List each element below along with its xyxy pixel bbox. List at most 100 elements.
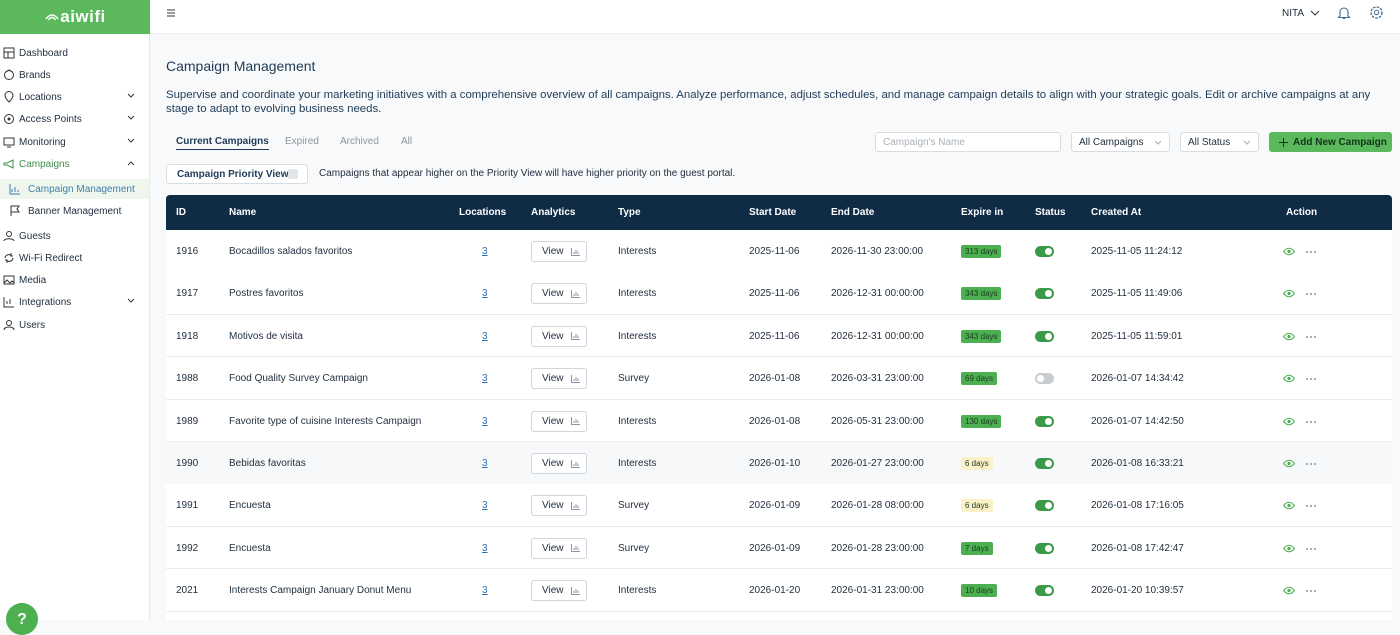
expire-badge: 7 days <box>961 541 993 555</box>
nav-item[interactable]: Brands <box>0 65 149 85</box>
more-actions[interactable] <box>1305 292 1317 296</box>
help-button[interactable]: ? <box>6 603 38 635</box>
more-actions[interactable] <box>1305 250 1317 254</box>
nav-label: Brands <box>19 69 51 81</box>
tab[interactable]: Current Campaigns <box>176 136 269 150</box>
add-campaign-button[interactable]: Add New Campaign <box>1269 132 1392 152</box>
view-icon[interactable] <box>1283 417 1295 426</box>
priority-note: Campaigns that appear higher on the Prio… <box>319 168 736 179</box>
view-icon[interactable] <box>1283 459 1295 468</box>
status-toggle[interactable] <box>1035 330 1054 342</box>
chart-icon <box>570 459 580 468</box>
analytics-label: View <box>542 458 564 469</box>
nav-item[interactable]: Banner Management <box>0 201 149 221</box>
more-actions[interactable] <box>1305 420 1317 424</box>
logo[interactable]: aiwifi <box>0 0 150 34</box>
status-select[interactable]: All Status <box>1180 132 1259 152</box>
analytics-button[interactable]: View <box>531 495 587 517</box>
logo-icon <box>45 14 59 21</box>
analytics-button[interactable]: View <box>531 453 587 474</box>
campaign-table: ID Name Locations Analytics Type Start Date En… <box>166 195 1392 620</box>
locations-link[interactable]: 3 <box>482 330 488 342</box>
status-toggle[interactable] <box>1035 288 1054 300</box>
more-actions[interactable] <box>1305 589 1317 593</box>
campaign-id: 2021 <box>176 585 199 597</box>
locations-link[interactable]: 3 <box>482 415 488 427</box>
toggle-knob <box>1045 587 1052 595</box>
locations-link[interactable]: 3 <box>482 542 488 554</box>
nav-item[interactable]: Monitoring <box>0 132 149 152</box>
analytics-button[interactable]: View <box>531 325 587 347</box>
analytics-label: View <box>542 373 564 385</box>
search-input[interactable]: Campaign's Name <box>875 132 1061 152</box>
column-header: Type <box>618 207 641 218</box>
status-toggle[interactable] <box>1035 373 1054 385</box>
nav-item[interactable]: Dashboard <box>0 43 149 63</box>
analytics-button[interactable]: View <box>531 410 587 432</box>
nav-label: Integrations <box>19 296 72 308</box>
more-actions[interactable] <box>1305 504 1317 508</box>
status-toggle[interactable] <box>1035 246 1054 257</box>
locations-link[interactable]: 3 <box>482 373 488 385</box>
status-toggle[interactable] <box>1035 458 1054 469</box>
status-toggle[interactable] <box>1035 585 1054 597</box>
status-toggle[interactable] <box>1035 500 1054 512</box>
view-icon[interactable] <box>1283 332 1295 341</box>
status-select-value: All Status <box>1188 136 1231 148</box>
more-actions[interactable] <box>1305 462 1317 466</box>
campaign-id: 1917 <box>176 288 199 300</box>
nav-item[interactable]: Wi-Fi Redirect <box>0 248 149 268</box>
tab[interactable]: Archived <box>340 136 379 147</box>
table-row: 1916 Bocadillos salados favoritos 3 View Int… <box>166 230 1392 273</box>
more-actions[interactable] <box>1305 335 1317 339</box>
locations-link[interactable]: 3 <box>482 585 488 597</box>
nav-item[interactable]: Locations <box>0 87 149 107</box>
analytics-button[interactable]: View <box>531 537 587 559</box>
analytics-label: View <box>542 246 564 257</box>
tab[interactable]: Expired <box>285 136 319 147</box>
toggle-knob <box>1045 417 1052 425</box>
menu-toggle[interactable] <box>166 8 176 18</box>
priority-view-button[interactable]: Campaign Priority View <box>166 164 308 184</box>
analytics-button[interactable]: View <box>531 241 587 262</box>
analytics-button[interactable]: View <box>531 580 587 602</box>
table-row: 1918 Motivos de visita 3 View Interests 2025-… <box>166 314 1392 358</box>
tab[interactable]: All <box>401 136 413 147</box>
settings[interactable] <box>1369 5 1384 20</box>
more-actions[interactable] <box>1305 377 1317 381</box>
campaign-type: Interests <box>618 415 657 427</box>
nav-label: Wi-Fi Redirect <box>19 252 83 264</box>
nav-item[interactable]: Integrations <box>0 292 149 312</box>
nav-item[interactable]: Campaign Management <box>0 179 149 199</box>
view-icon[interactable] <box>1283 586 1295 595</box>
view-icon[interactable] <box>1283 501 1295 510</box>
priority-checkbox[interactable] <box>288 169 298 179</box>
nav-item[interactable]: Campaigns <box>0 154 149 174</box>
campaign-name: Food Quality Survey Campaign <box>229 373 368 385</box>
analytics-label: View <box>542 500 564 512</box>
start-date: 2025-11-06 <box>749 330 800 342</box>
notifications[interactable] <box>1337 5 1351 20</box>
status-toggle[interactable] <box>1035 415 1054 427</box>
more-actions[interactable] <box>1305 547 1317 551</box>
chart-icon <box>570 586 580 595</box>
locations-link[interactable]: 3 <box>482 500 488 512</box>
view-icon[interactable] <box>1283 289 1295 298</box>
view-icon[interactable] <box>1283 544 1295 553</box>
user-chevron[interactable] <box>1310 9 1320 17</box>
expire-badge: 130 days <box>961 414 1002 428</box>
campaign-select[interactable]: All Campaigns <box>1071 132 1170 152</box>
locations-link[interactable]: 3 <box>482 288 488 300</box>
nav-item[interactable]: Guests <box>0 226 149 246</box>
locations-link[interactable]: 3 <box>482 458 488 469</box>
nav-item[interactable]: Access Points <box>0 109 149 129</box>
analytics-button[interactable]: View <box>531 283 587 305</box>
view-icon[interactable] <box>1283 374 1295 383</box>
user-name[interactable]: NITA <box>1282 8 1305 19</box>
nav-item[interactable]: Users <box>0 315 149 335</box>
status-toggle[interactable] <box>1035 542 1054 554</box>
analytics-button[interactable]: View <box>531 368 587 390</box>
locations-link[interactable]: 3 <box>482 246 488 257</box>
view-icon[interactable] <box>1283 247 1295 256</box>
nav-item[interactable]: Media <box>0 270 149 290</box>
